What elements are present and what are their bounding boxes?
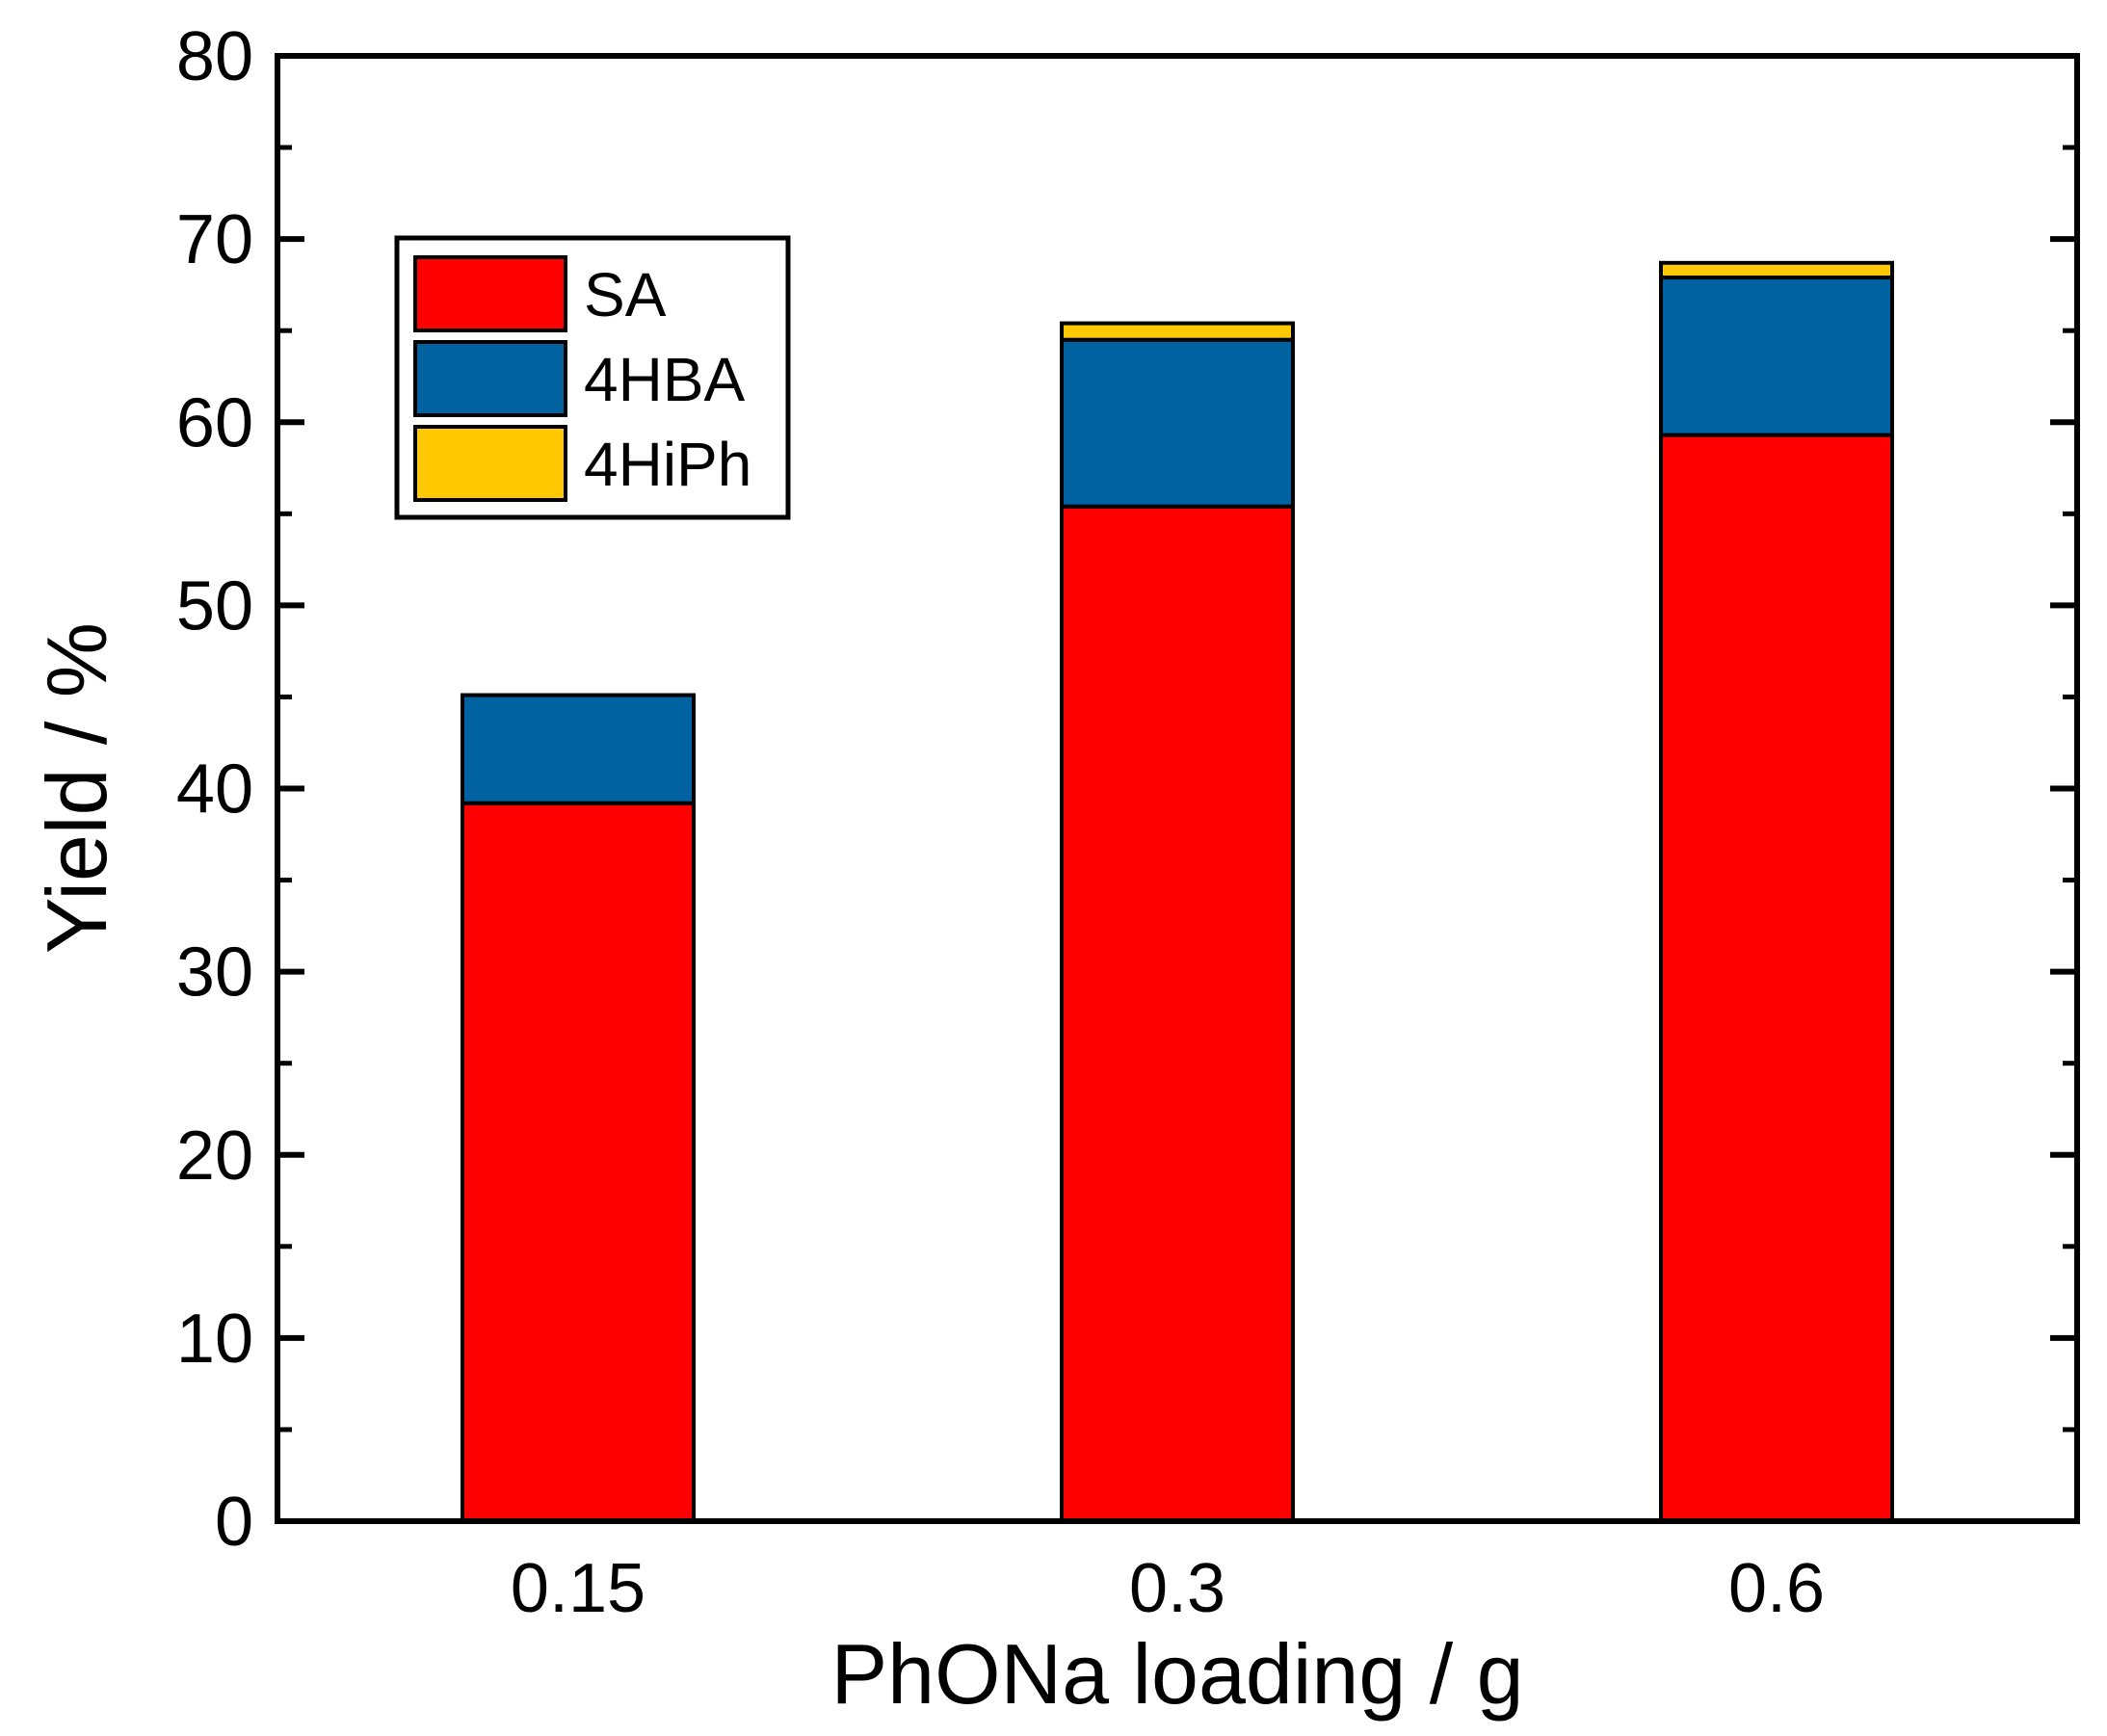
bar-4hba-0-15 <box>461 693 696 805</box>
y-tick-label-80: 80 <box>176 18 253 95</box>
bar-sa-0-15 <box>461 801 696 1523</box>
bar-4hba-0-3 <box>1060 337 1295 509</box>
y-tick-label-0: 0 <box>215 1484 253 1561</box>
x-axis-title: PhONa loading / g <box>830 1626 1523 1722</box>
plot-frame <box>275 53 2080 1524</box>
y-tick-label-50: 50 <box>176 567 253 644</box>
bar-4hiph-0-6 <box>1659 260 1894 280</box>
x-tick-label-0-3: 0.3 <box>1129 1550 1225 1627</box>
legend-swatch-sa <box>413 255 567 332</box>
legend: SA 4HBA 4HiPh <box>394 235 791 520</box>
legend-swatch-4hiph <box>413 425 567 502</box>
bar-sa-0-6 <box>1659 433 1894 1524</box>
y-tick-label-70: 70 <box>176 201 253 278</box>
bar-4hiph-0-3 <box>1060 321 1295 342</box>
y-tick-label-30: 30 <box>176 934 253 1012</box>
y-tick-label-60: 60 <box>176 384 253 461</box>
y-tick-label-20: 20 <box>176 1118 253 1195</box>
bar-4hba-0-6 <box>1659 276 1894 437</box>
y-tick-label-10: 10 <box>176 1301 253 1378</box>
bar-sa-0-3 <box>1060 504 1295 1523</box>
labels-layer: 0 10 20 30 40 50 60 70 80 0.15 0.3 0.6 <box>176 18 1825 1627</box>
legend-label-4hiph: 4HiPh <box>584 430 751 499</box>
x-tick-label-0-15: 0.15 <box>511 1550 645 1627</box>
legend-label-4hba: 4HBA <box>584 345 746 414</box>
y-axis-title: Yield / % <box>29 622 124 954</box>
bars-layer <box>461 260 1894 1524</box>
legend-swatch-4hba <box>413 340 567 417</box>
y-tick-label-40: 40 <box>176 751 253 829</box>
x-tick-label-0-6: 0.6 <box>1728 1550 1825 1627</box>
legend-label-sa: SA <box>584 260 667 329</box>
